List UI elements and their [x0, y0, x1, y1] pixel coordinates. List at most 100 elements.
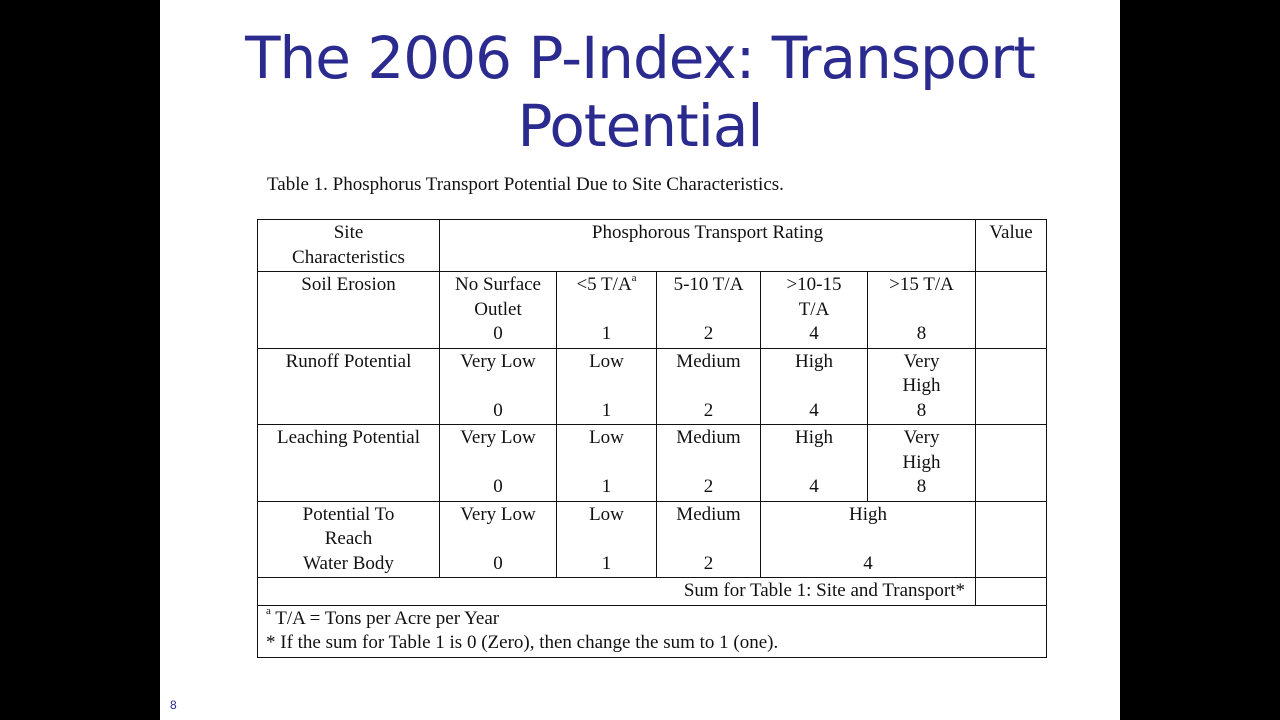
rating-cell: No Surface Outlet 0	[439, 271, 557, 349]
rating-value: 2	[703, 399, 714, 421]
rating-text: Medium	[676, 503, 741, 525]
value-cell	[975, 347, 1048, 425]
header-site-line-2: Characteristics	[292, 246, 405, 268]
rating-value: 1	[601, 399, 612, 421]
rating-value: 0	[493, 323, 503, 344]
rating-cell: 5-10 T/A 2	[656, 271, 761, 349]
rating-cell: Low 1	[556, 424, 657, 502]
rating-cell: High 4	[759, 500, 977, 578]
rating-value: 4	[863, 552, 873, 574]
rating-cell: High 4	[760, 424, 868, 502]
rating-value: 4	[809, 323, 819, 344]
rating-cell: Medium 2	[656, 347, 761, 425]
table-row: Runoff Potential Very Low 0 Low 1 Medium 2 High…	[257, 347, 1048, 425]
rating-cell: Medium 2	[656, 424, 761, 502]
rating-text: Very Low	[460, 503, 536, 525]
rating-cell: High 4	[760, 347, 868, 425]
rating-cell: Low 1	[556, 347, 657, 425]
rating-cell: Very High 8	[866, 424, 977, 502]
row-label-line: Water Body	[303, 552, 394, 574]
header-transport-rating: Phosphorous Transport Rating	[438, 219, 977, 272]
rating-text: High	[902, 451, 941, 473]
rating-text: No Surface	[455, 274, 541, 295]
sum-value-cell	[975, 577, 1048, 606]
value-cell	[975, 500, 1048, 578]
row-label: Runoff Potential	[257, 347, 440, 425]
rating-text: Very Low	[460, 350, 536, 372]
rating-value: 4	[809, 476, 819, 497]
rating-cell: Very Low 0	[439, 500, 557, 578]
row-label-line: Potential To	[302, 503, 395, 525]
rating-cell: >10-15 T/A 4	[760, 271, 868, 349]
table-row: Soil Erosion No Surface Outlet 0 <5 T/Aa 1 5-1…	[257, 271, 1048, 349]
row-label-line: Leaching Potential	[277, 427, 420, 448]
rating-value: 0	[493, 476, 503, 497]
rating-value: 8	[916, 476, 927, 497]
table-header-row: Site Characteristics Phosphorous Transpo…	[257, 219, 1048, 272]
rating-text: <5 T/A	[576, 274, 632, 295]
footnotes: a T/A = Tons per Acre per Year * If the s…	[256, 604, 1048, 658]
sum-label: Sum for Table 1: Site and Transport*	[256, 577, 977, 606]
header-value: Value	[975, 219, 1048, 272]
rating-text: Very	[903, 350, 940, 372]
rating-value: 1	[601, 552, 612, 574]
rating-cell: >15 T/A 8	[866, 271, 977, 349]
rating-text: Low	[589, 427, 624, 448]
table-row: Potential To Reach Water Body Very Low 0 Low 1…	[257, 500, 1048, 578]
rating-value: 1	[601, 323, 612, 344]
rating-text: >15 T/A	[889, 274, 954, 295]
rating-text: Low	[589, 350, 624, 372]
transport-potential-table: Site Characteristics Phosphorous Transpo…	[256, 219, 1048, 658]
page-number: 8	[170, 698, 177, 712]
rating-text: Very Low	[460, 427, 536, 448]
rating-cell: Very High 8	[866, 347, 977, 425]
rating-cell: Low 1	[556, 500, 657, 578]
row-label-line: Soil Erosion	[301, 274, 396, 295]
rating-value: 2	[703, 476, 714, 497]
row-label: Soil Erosion	[257, 271, 440, 349]
footnote-row: a T/A = Tons per Acre per Year * If the s…	[256, 604, 1048, 658]
rating-value: 8	[916, 399, 927, 421]
rating-cell: <5 T/Aa 1	[556, 271, 657, 349]
sum-row: Sum for Table 1: Site and Transport*	[256, 577, 1048, 606]
rating-value: 4	[809, 399, 819, 421]
rating-text: T/A	[798, 298, 830, 320]
rating-text: High	[795, 427, 833, 448]
slide: The 2006 P-Index: Transport Potential Ta…	[160, 0, 1120, 720]
footnote-star: * If the sum for Table 1 is 0 (Zero), th…	[266, 632, 779, 653]
rating-text: High	[902, 375, 941, 396]
header-site-line-1: Site	[333, 222, 364, 243]
rating-text: Medium	[676, 350, 741, 372]
row-label: Potential To Reach Water Body	[257, 500, 440, 578]
rating-text: 5-10 T/A	[673, 274, 744, 295]
rating-text-with-sup: <5 T/Aa	[559, 271, 654, 298]
slide-title: The 2006 P-Index: Transport Potential	[160, 24, 1120, 160]
rating-value: 8	[916, 323, 927, 344]
footnote-a: a T/A = Tons per Acre per Year	[266, 605, 1044, 632]
value-cell	[975, 424, 1048, 502]
rating-text: High	[849, 503, 888, 525]
table-caption: Table 1. Phosphorus Transport Potential …	[267, 174, 784, 195]
footnote-a-marker: a	[266, 605, 271, 618]
header-site-characteristics: Site Characteristics	[257, 219, 440, 272]
rating-text: Low	[589, 503, 624, 525]
value-cell	[975, 271, 1048, 349]
row-label-line: Runoff Potential	[285, 350, 412, 372]
rating-cell: Very Low 0	[439, 347, 557, 425]
rating-cell: Very Low 0	[439, 424, 557, 502]
table-row: Leaching Potential Very Low 0 Low 1 Medium 2 Hi…	[257, 424, 1048, 502]
rating-text: >10-15	[786, 274, 842, 295]
rating-text: Medium	[676, 427, 741, 448]
rating-value: 1	[601, 476, 612, 497]
rating-text: High	[795, 350, 833, 372]
table-body: Site Characteristics Phosphorous Transpo…	[256, 219, 1048, 658]
footnote-a-text: T/A = Tons per Acre per Year	[270, 607, 500, 629]
title-line-2: Potential	[517, 92, 763, 160]
rating-value: 2	[703, 323, 714, 344]
footnote-marker: a	[631, 271, 637, 284]
rating-cell: Medium 2	[656, 500, 761, 578]
row-label: Leaching Potential	[257, 424, 440, 502]
rating-value: 0	[493, 399, 503, 421]
title-line-1: The 2006 P-Index: Transport	[245, 24, 1036, 92]
rating-value: 2	[703, 552, 714, 574]
